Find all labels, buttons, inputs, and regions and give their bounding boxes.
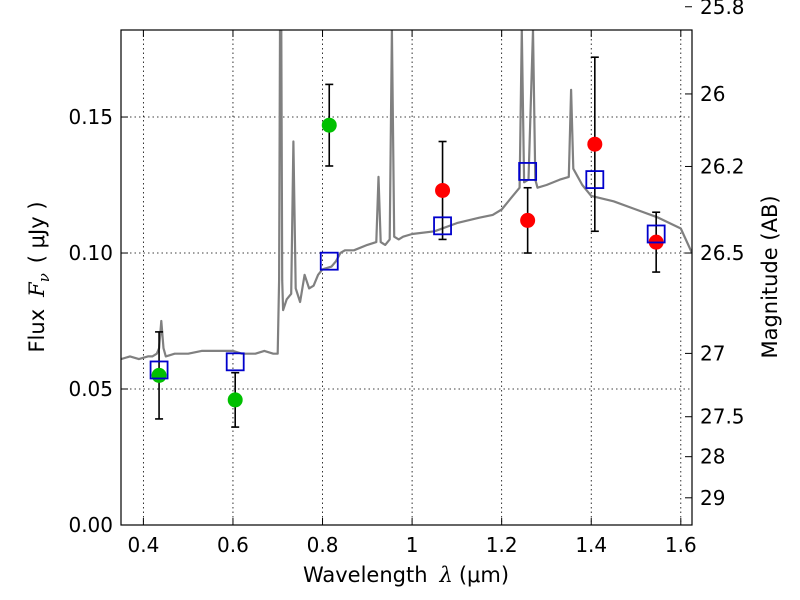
x-tick-label: 1.2 bbox=[486, 533, 518, 557]
synthetic-photometry-square bbox=[149, 360, 169, 380]
x-tick-label: 1 bbox=[406, 533, 419, 557]
y2-tick-label: 29 bbox=[700, 486, 725, 510]
synthetic-photometry-square bbox=[225, 352, 245, 372]
green-data-point bbox=[227, 392, 243, 408]
y2-tick-label: 26 bbox=[700, 82, 725, 106]
synthetic-photometry-square bbox=[319, 251, 339, 271]
y-tick-label: 0.00 bbox=[68, 513, 113, 537]
x-tick-label: 0.8 bbox=[307, 533, 339, 557]
y2-axis-label: Magnitude (AB) bbox=[758, 195, 782, 358]
green-data-point bbox=[151, 367, 167, 383]
y2-tick-label: 26.5 bbox=[700, 241, 745, 265]
y-axis-label-prefix: Flux bbox=[25, 309, 49, 353]
synthetic-photometry-square bbox=[518, 162, 538, 181]
axis-ticks: 0.4 0.6 0.8 1 1.2 1.4 1.6 0.00 0.05 0.10 0.15 25.8 2… bbox=[68, 0, 744, 557]
grid-lines bbox=[121, 30, 692, 525]
model-spectrum-line bbox=[121, 30, 692, 361]
y-tick-label: 0.05 bbox=[68, 377, 113, 401]
red-data-point bbox=[520, 212, 536, 228]
plot-area bbox=[121, 30, 692, 428]
synthetic-photometry-square bbox=[433, 216, 452, 236]
red-data-point bbox=[587, 136, 603, 152]
synthetic-photometry-square bbox=[585, 170, 605, 189]
x-tick-label: 1.6 bbox=[665, 533, 697, 557]
plot-frame bbox=[120, 29, 693, 526]
x-axis-label-symbol: λ bbox=[439, 563, 453, 587]
red-data-point bbox=[435, 182, 451, 198]
y-axis-label: Flux Fν ( μJy ) bbox=[25, 201, 53, 352]
x-axis-label-prefix: Wavelength bbox=[303, 563, 428, 587]
x-axis-label-unit: (μm) bbox=[459, 563, 509, 587]
plot-series bbox=[121, 30, 692, 428]
y-axis-label-subscript: ν bbox=[35, 273, 53, 282]
y2-tick-label: 25.8 bbox=[700, 0, 745, 19]
x-axis-label: Wavelength λ (μm) bbox=[303, 563, 509, 587]
y-axis-label-unit: ( μJy ) bbox=[25, 201, 49, 263]
x-tick-label: 0.4 bbox=[127, 533, 159, 557]
y-tick-label: 0.15 bbox=[68, 105, 113, 129]
y2-tick-label: 26.2 bbox=[700, 154, 745, 178]
y-tick-label: 0.10 bbox=[68, 241, 113, 265]
green-data-point bbox=[321, 117, 337, 133]
x-tick-label: 0.6 bbox=[217, 533, 249, 557]
y2-tick-label: 28 bbox=[700, 445, 725, 469]
x-tick-label: 1.4 bbox=[575, 533, 607, 557]
synthetic-photometry-square bbox=[646, 224, 666, 244]
y-axis-label-symbol: F bbox=[25, 281, 49, 298]
y2-tick-label: 27.5 bbox=[700, 405, 745, 429]
y2-tick-label: 27 bbox=[700, 341, 725, 365]
